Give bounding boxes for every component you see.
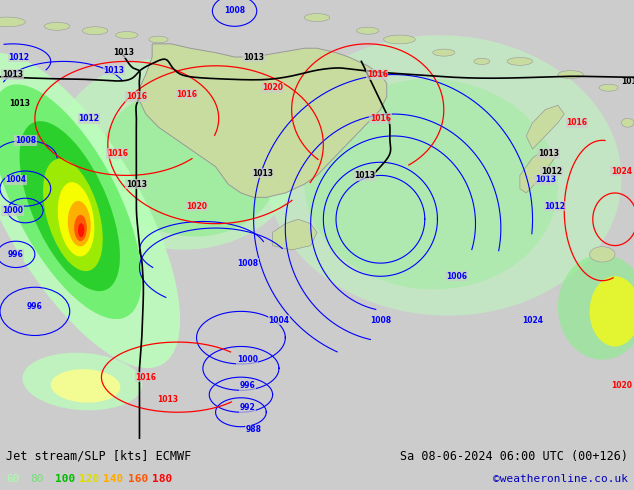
Ellipse shape <box>20 121 120 291</box>
Ellipse shape <box>74 215 87 241</box>
Text: 996: 996 <box>27 302 42 312</box>
Ellipse shape <box>43 159 103 271</box>
Text: 1008: 1008 <box>370 316 391 325</box>
Text: 1008: 1008 <box>15 136 36 145</box>
Text: 996: 996 <box>8 250 23 259</box>
Text: 1000: 1000 <box>2 206 23 215</box>
Polygon shape <box>526 105 564 149</box>
Text: 180: 180 <box>152 474 172 484</box>
Ellipse shape <box>590 246 615 262</box>
Ellipse shape <box>0 17 25 27</box>
Text: 80: 80 <box>30 474 44 484</box>
Text: 60: 60 <box>6 474 20 484</box>
Ellipse shape <box>432 49 455 56</box>
Text: 1013: 1013 <box>534 175 556 184</box>
Text: Jet stream/SLP [kts] ECMWF: Jet stream/SLP [kts] ECMWF <box>6 450 191 463</box>
Ellipse shape <box>56 57 299 249</box>
Text: 1013: 1013 <box>103 66 125 74</box>
Ellipse shape <box>51 369 120 403</box>
Ellipse shape <box>58 182 94 256</box>
Text: 1016: 1016 <box>366 70 388 79</box>
Text: 1013: 1013 <box>10 98 30 108</box>
Polygon shape <box>520 149 558 193</box>
Text: 140: 140 <box>103 474 124 484</box>
Text: 1012: 1012 <box>8 52 30 62</box>
Ellipse shape <box>116 31 138 39</box>
Text: 1013: 1013 <box>113 48 134 57</box>
Ellipse shape <box>507 57 533 65</box>
Text: 1013: 1013 <box>354 171 375 180</box>
Text: 1016: 1016 <box>176 90 198 99</box>
Ellipse shape <box>599 84 618 91</box>
Text: 1016: 1016 <box>126 92 147 101</box>
Ellipse shape <box>266 35 621 316</box>
Text: 1013: 1013 <box>157 394 179 404</box>
Text: 1000: 1000 <box>236 355 258 364</box>
Text: 1016: 1016 <box>135 373 157 382</box>
Text: 996: 996 <box>240 381 255 391</box>
Ellipse shape <box>68 201 91 246</box>
Text: 1013: 1013 <box>126 180 147 189</box>
Text: 1013: 1013 <box>243 52 264 62</box>
Text: 1012: 1012 <box>78 114 100 123</box>
Text: 1020: 1020 <box>262 83 283 92</box>
Ellipse shape <box>304 14 330 22</box>
Text: 120: 120 <box>79 474 99 484</box>
Ellipse shape <box>384 35 415 44</box>
Polygon shape <box>273 220 317 250</box>
Ellipse shape <box>474 58 490 65</box>
Ellipse shape <box>44 23 70 30</box>
Text: 1013: 1013 <box>252 169 274 178</box>
Text: 100: 100 <box>55 474 75 484</box>
Ellipse shape <box>558 254 634 360</box>
Ellipse shape <box>101 88 280 237</box>
Text: 1016: 1016 <box>566 118 588 127</box>
Text: 988: 988 <box>245 425 262 434</box>
Ellipse shape <box>78 223 84 237</box>
Ellipse shape <box>621 119 634 127</box>
Ellipse shape <box>149 36 168 43</box>
Text: 1013: 1013 <box>2 70 23 79</box>
Polygon shape <box>139 44 387 197</box>
Text: 1016: 1016 <box>370 114 391 123</box>
Text: 1004: 1004 <box>5 175 27 184</box>
Text: 1008: 1008 <box>236 259 258 268</box>
Text: Sa 08-06-2024 06:00 UTC (00+126): Sa 08-06-2024 06:00 UTC (00+126) <box>399 450 628 463</box>
Text: 1020: 1020 <box>611 381 632 391</box>
Ellipse shape <box>590 276 634 346</box>
Text: 1024: 1024 <box>611 167 632 175</box>
Ellipse shape <box>0 53 180 368</box>
Text: 1024: 1024 <box>522 316 543 325</box>
Text: 1006: 1006 <box>446 272 467 281</box>
Ellipse shape <box>82 27 108 35</box>
Ellipse shape <box>558 71 583 78</box>
Text: 1020: 1020 <box>186 201 207 211</box>
Text: 1004: 1004 <box>268 316 290 325</box>
Text: 1012: 1012 <box>541 167 562 175</box>
Text: 1013: 1013 <box>538 149 559 158</box>
Text: 1012: 1012 <box>544 201 566 211</box>
Ellipse shape <box>304 79 558 290</box>
Ellipse shape <box>356 27 379 34</box>
Text: 1008: 1008 <box>224 6 245 16</box>
Ellipse shape <box>22 353 143 410</box>
Text: 992: 992 <box>240 403 255 413</box>
Text: 1016: 1016 <box>107 149 128 158</box>
Text: 160: 160 <box>128 474 148 484</box>
Text: ©weatheronline.co.uk: ©weatheronline.co.uk <box>493 474 628 484</box>
Text: 1013: 1013 <box>621 76 634 86</box>
Ellipse shape <box>0 84 141 319</box>
